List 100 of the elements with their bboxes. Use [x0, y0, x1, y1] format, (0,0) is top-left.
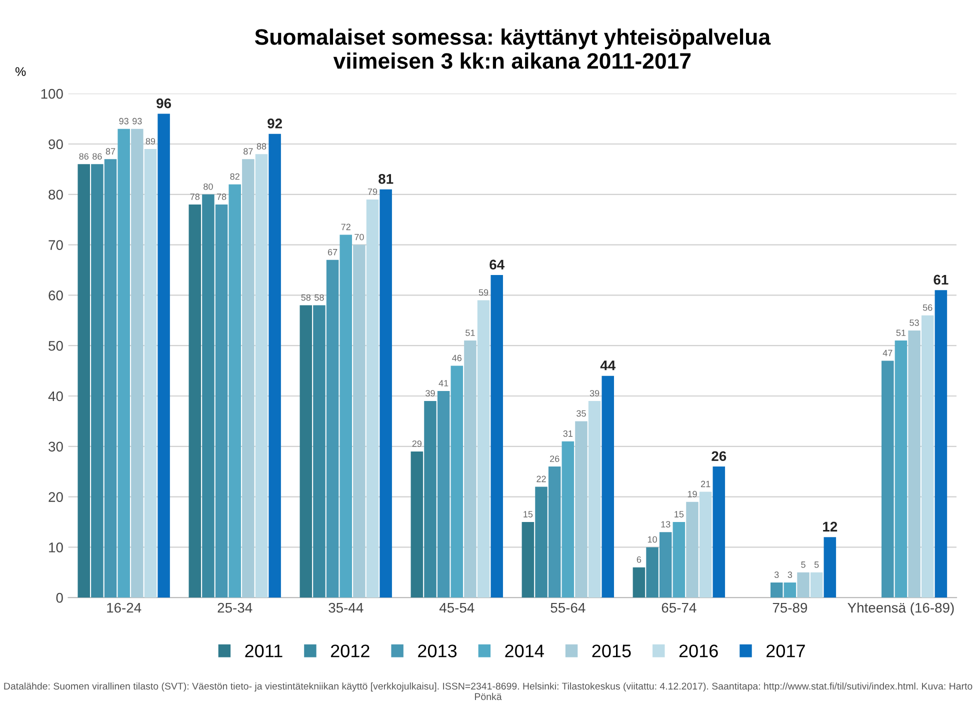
data-label: 70 — [354, 234, 364, 240]
bar — [326, 260, 339, 598]
bar — [366, 199, 379, 598]
x-tick-label: 45-54 — [439, 602, 474, 613]
data-label: 56 — [922, 304, 932, 311]
legend-label: 2012 — [330, 644, 370, 658]
x-tick-label: 35-44 — [328, 602, 364, 613]
data-label: 46 — [452, 354, 462, 362]
data-label: 26 — [712, 451, 726, 462]
bar — [477, 300, 490, 598]
data-label: 53 — [910, 320, 919, 326]
bar — [437, 390, 450, 598]
data-label: 81 — [378, 174, 394, 184]
bar — [824, 537, 836, 598]
data-label: 59 — [478, 289, 488, 296]
y-tick-label: 10 — [49, 542, 63, 552]
data-label: 58 — [301, 294, 311, 301]
bar — [548, 466, 561, 598]
data-label: 44 — [600, 360, 616, 370]
data-label: 87 — [106, 148, 116, 155]
y-tick-label: 80 — [48, 190, 63, 200]
bar — [646, 547, 658, 598]
data-label: 39 — [590, 390, 600, 396]
data-label: 3 — [788, 572, 792, 578]
data-label: 15 — [674, 511, 684, 518]
data-label: 79 — [368, 188, 378, 195]
data-label: 3 — [774, 572, 779, 578]
bar — [672, 522, 686, 598]
data-label: 72 — [341, 224, 350, 230]
y-tick-label: 30 — [48, 442, 63, 452]
legend-label: 2017 — [766, 644, 805, 658]
legend-label: 2015 — [592, 644, 631, 658]
bar — [300, 305, 312, 598]
x-tick-label: Yhteensä (16-89) — [848, 602, 954, 616]
y-tick-label: 20 — [48, 492, 63, 502]
data-label: 41 — [438, 380, 448, 386]
data-label: 22 — [536, 476, 546, 482]
data-label: 64 — [490, 260, 505, 270]
bar — [118, 128, 130, 598]
bar — [228, 184, 241, 598]
data-label: 67 — [328, 248, 338, 256]
x-tick-label: 55-64 — [550, 602, 586, 613]
data-label: 51 — [466, 330, 475, 336]
bar — [78, 164, 90, 598]
data-label: 80 — [204, 183, 213, 190]
bar — [131, 128, 144, 598]
legend-label: 2014 — [505, 644, 544, 658]
data-label: 21 — [701, 480, 710, 488]
bar — [894, 340, 908, 598]
bar — [188, 204, 202, 598]
x-tick-label: 16-24 — [107, 602, 142, 613]
bar — [215, 204, 228, 598]
data-label: 96 — [156, 98, 172, 108]
data-label: 89 — [146, 138, 156, 144]
bar — [522, 522, 534, 598]
text: Datalähde: Suomen virallinen tilasto (SVT): Väestön tieto- ja viestintätekniikan käyttö [verkkojulkaisu]. ISSN=2341-8699. Helsinki: Tilastokeskus (viitattu: 4.12.2017). Saantitapa: http://www.stat.fi/til/sutivi/index.html. Kuva: Harto Pönkä — [4, 682, 972, 700]
data-label: 86 — [92, 153, 102, 160]
y-tick-label: 50 — [48, 340, 63, 351]
bar — [882, 360, 894, 598]
bar — [810, 572, 823, 598]
bar — [686, 502, 698, 598]
bar — [784, 582, 796, 598]
data-label: 87 — [244, 148, 253, 155]
bar — [575, 421, 588, 598]
bar — [588, 401, 601, 598]
data-label: 92 — [268, 118, 282, 128]
legend-label: 2013 — [418, 644, 457, 658]
bar — [313, 305, 326, 598]
y-tick-label: 100 — [41, 88, 63, 99]
data-label: 31 — [563, 430, 572, 437]
data-label: 78 — [216, 194, 226, 200]
bar — [242, 159, 254, 598]
data-label: 82 — [230, 173, 240, 180]
bar — [934, 290, 948, 598]
x-tick-label: 65-74 — [662, 602, 696, 613]
x-tick-label: 75-89 — [772, 602, 808, 613]
data-label: 93 — [132, 118, 142, 124]
y-tick-label: 40 — [48, 391, 63, 402]
bar — [632, 567, 646, 598]
bar — [490, 275, 503, 598]
y-axis-title: % — [15, 67, 26, 76]
bar — [144, 149, 157, 598]
data-label: 15 — [524, 511, 533, 518]
data-label: 26 — [550, 456, 560, 462]
data-label: 5 — [801, 562, 806, 568]
data-label: 88 — [256, 143, 266, 150]
data-label: 93 — [119, 118, 128, 124]
data-label: 86 — [79, 153, 88, 160]
data-label: 47 — [882, 350, 892, 356]
y-tick-label: 90 — [48, 139, 63, 150]
x-tick-label: 25-34 — [218, 602, 252, 613]
data-label: 13 — [661, 521, 670, 528]
data-label: 78 — [190, 194, 200, 200]
data-label: 61 — [934, 274, 948, 285]
y-tick-label: 0 — [56, 592, 63, 603]
data-label: 51 — [896, 330, 906, 336]
bar — [410, 451, 424, 598]
bar — [202, 194, 214, 598]
bar — [659, 532, 672, 598]
bar — [104, 159, 117, 598]
